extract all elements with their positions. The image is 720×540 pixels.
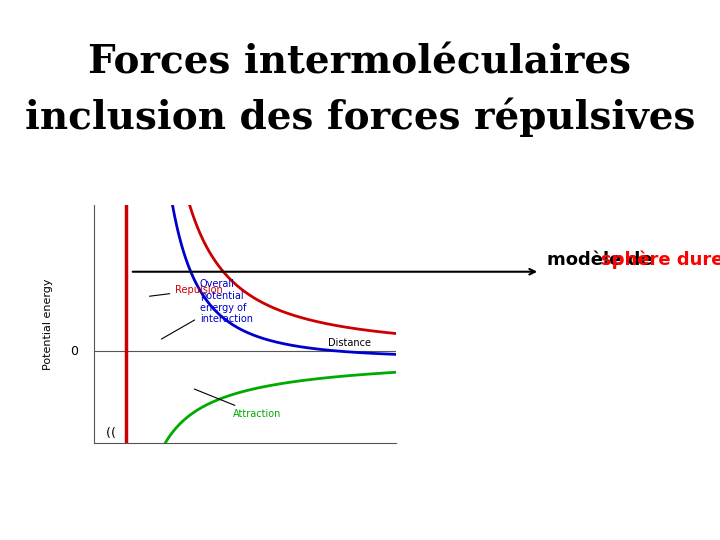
Text: Overall
potential
energy of
interaction: Overall potential energy of interaction [161, 279, 253, 339]
Text: (: ( [106, 428, 111, 441]
Text: sphère dure: sphère dure [601, 251, 720, 269]
Text: 0: 0 [71, 345, 78, 358]
Text: (: ( [111, 428, 116, 441]
Text: Forces intermoléculaires: Forces intermoléculaires [89, 43, 631, 81]
Text: inclusion des forces répulsives: inclusion des forces répulsives [24, 97, 696, 137]
Text: Attraction: Attraction [194, 389, 281, 419]
Text: Potential energy: Potential energy [43, 278, 53, 370]
Text: Distance: Distance [328, 339, 372, 348]
Text: Repulsion: Repulsion [150, 285, 223, 296]
Text: modèle de: modèle de [547, 251, 659, 269]
